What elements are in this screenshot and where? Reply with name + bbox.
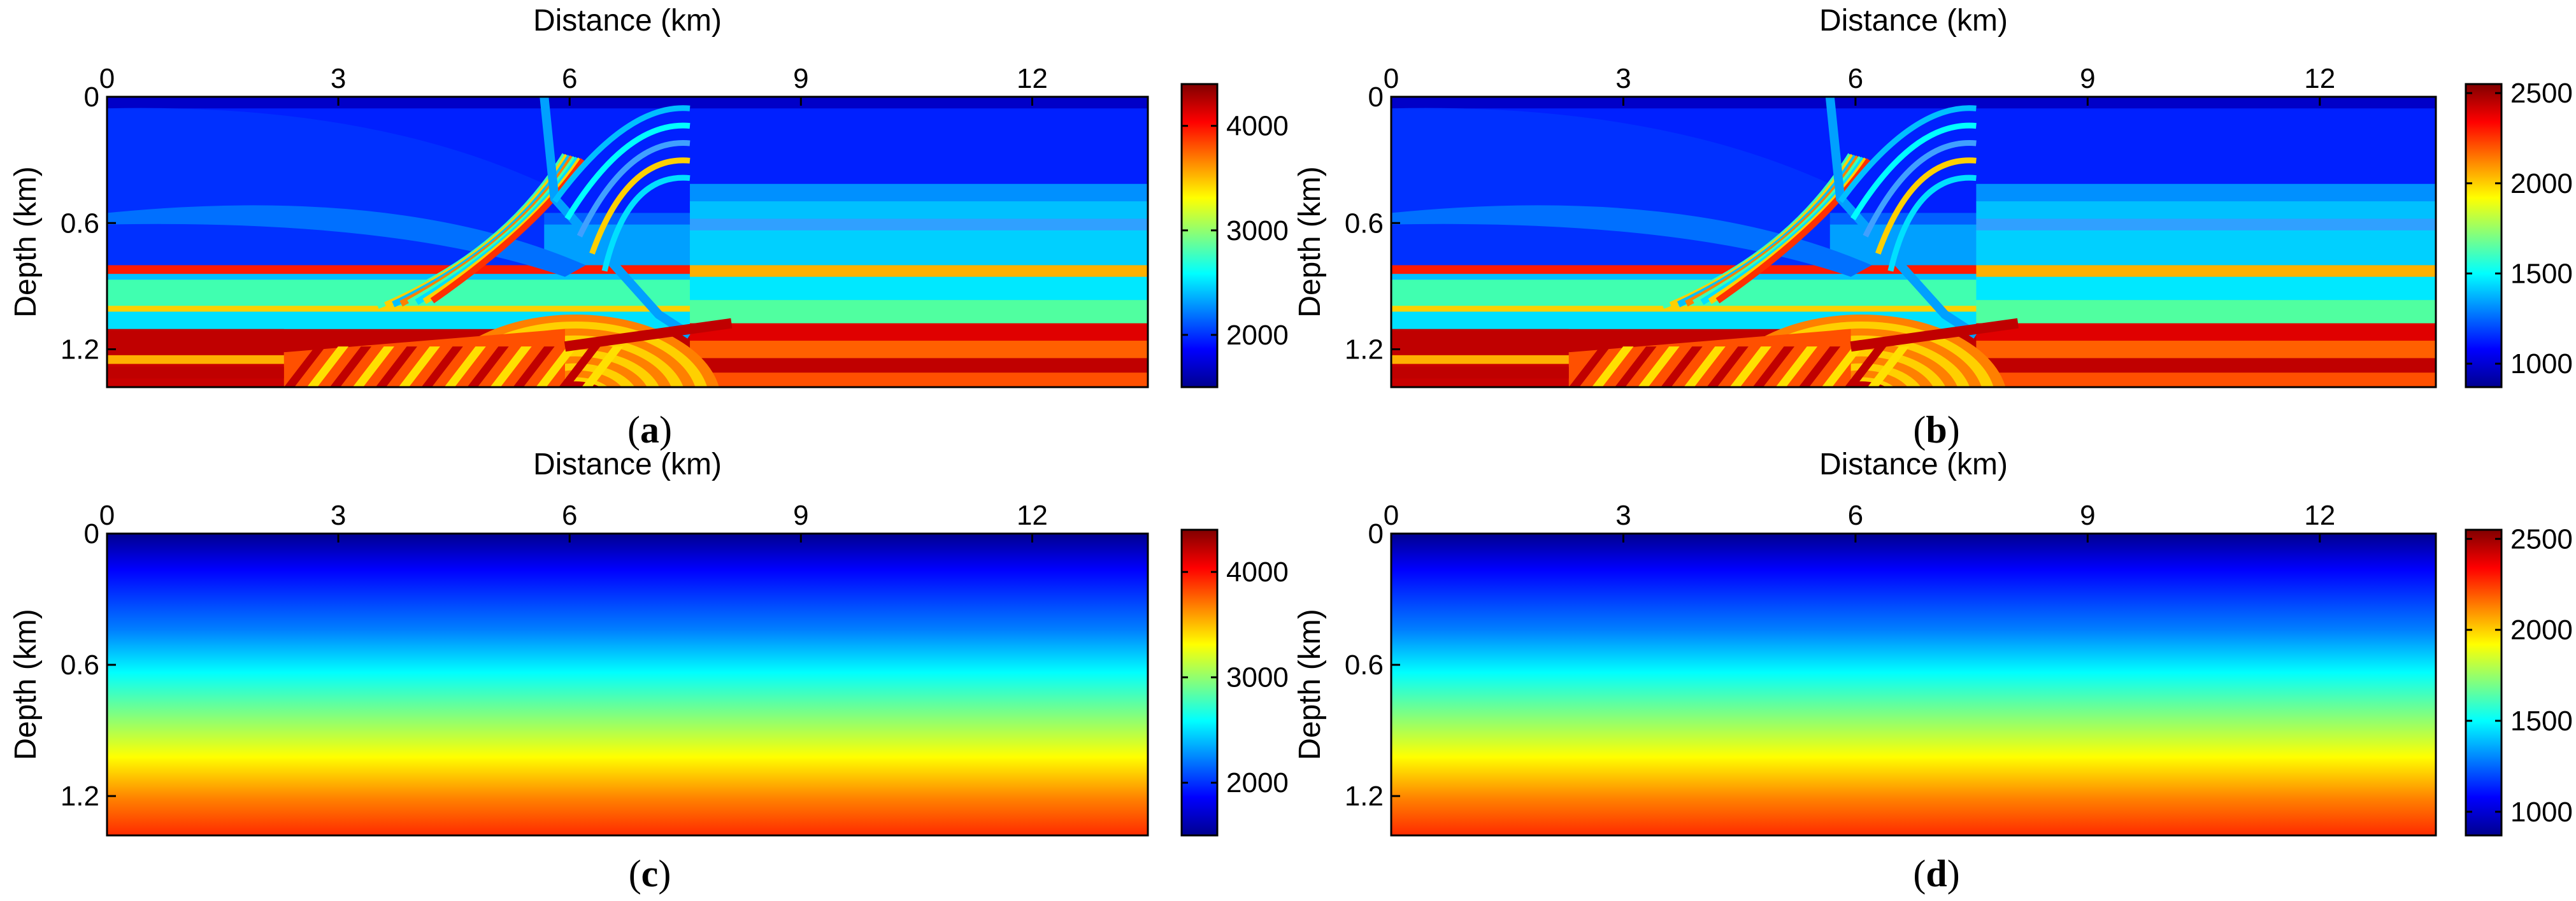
colorbar-tick-label: 2000	[1226, 320, 1289, 351]
x-tick-label: 0	[1384, 63, 1399, 94]
colorbar-tick-label: 2000	[2510, 168, 2573, 199]
x-tick-label: 0	[99, 500, 115, 531]
plot-frame	[106, 532, 1149, 837]
x-tick-label: 12	[2304, 63, 2335, 94]
colorbar-tick-label: 1000	[2510, 797, 2573, 828]
colorbar-tick-label: 2500	[2510, 523, 2573, 555]
x-tick-label: 3	[1615, 500, 1631, 531]
y-tick-label: 0.6	[1345, 208, 1384, 239]
colorbar-tick-label: 1500	[2510, 259, 2573, 290]
x-tick-label: 3	[331, 500, 346, 531]
x-axis-label: Distance (km)	[1819, 4, 2008, 38]
panel-label: (a)	[627, 409, 672, 451]
velocity-field	[1391, 534, 2436, 835]
colorbar-tick-label: 3000	[1226, 662, 1289, 693]
y-tick-label: 1.2	[61, 334, 99, 365]
x-axis-label: Distance (km)	[533, 448, 722, 481]
colorbar: 1000 1500 2000 2500	[2465, 523, 2573, 837]
y-tick-label: 0	[84, 518, 99, 550]
y-tick-label: 1.2	[1345, 781, 1384, 812]
y-axis-label: Depth (km)	[1293, 609, 1327, 760]
colorbar-gradient	[2465, 83, 2503, 388]
y-tick-label: 0	[84, 82, 99, 113]
colorbar-tick-label: 4000	[1226, 111, 1289, 142]
plot-frame	[1390, 96, 2437, 388]
panel-label: (b)	[1913, 409, 1959, 451]
velocity-field	[107, 534, 1148, 835]
x-tick-label: 12	[2304, 500, 2335, 531]
colorbar-tick-label: 2000	[2510, 614, 2573, 646]
colorbar: 2000 3000 4000	[1180, 83, 1289, 388]
x-tick-label: 6	[1848, 500, 1863, 531]
colorbar: 1000 1500 2000 2500	[2465, 78, 2573, 388]
panel-label: (d)	[1913, 853, 1959, 895]
panel-d: 0 3 6 9 12 0 0.6 1.2 Distance (km) Depth (km) (d) 1…	[1293, 448, 2573, 895]
colorbar-tick-label: 4000	[1226, 557, 1289, 588]
x-axis-label: Distance (km)	[533, 4, 722, 38]
colorbar-tick-label: 2000	[1226, 767, 1289, 798]
panel-b: 0 3 6 9 12 0 0.6 1.2 Distance (km) Depth (km) (b) 1…	[1293, 4, 2573, 451]
x-tick-label: 9	[2080, 500, 2095, 531]
x-tick-label: 9	[2080, 63, 2095, 94]
y-tick-label: 0.6	[1345, 649, 1384, 681]
x-tick-label: 9	[793, 500, 808, 531]
y-tick-label: 0.6	[61, 208, 99, 239]
colorbar-gradient	[2465, 529, 2503, 837]
x-tick-label: 6	[562, 500, 577, 531]
x-tick-label: 3	[1615, 63, 1631, 94]
colorbar-tick-label: 1500	[2510, 706, 2573, 737]
colorbar-tick-label: 2500	[2510, 78, 2573, 109]
colorbar-gradient	[1180, 83, 1219, 388]
x-tick-label: 12	[1017, 63, 1048, 94]
colorbar-tick-label: 1000	[2510, 348, 2573, 380]
panel-c: 0 3 6 9 12 0 0.6 1.2 Distance (km) Depth (km) (c) 2…	[9, 448, 1289, 895]
y-tick-label: 0.6	[61, 649, 99, 681]
x-tick-label: 6	[1848, 63, 1863, 94]
panel-label: (c)	[629, 853, 671, 895]
y-tick-label: 0	[1368, 82, 1384, 113]
y-tick-label: 1.2	[61, 781, 99, 812]
colorbar-tick-label: 3000	[1226, 215, 1289, 246]
y-tick-label: 1.2	[1345, 334, 1384, 365]
y-axis-label: Depth (km)	[1293, 166, 1327, 317]
x-tick-label: 3	[331, 63, 346, 94]
x-tick-label: 0	[1384, 500, 1399, 531]
x-tick-label: 6	[562, 63, 577, 94]
colorbar-gradient	[1180, 529, 1219, 837]
y-axis-label: Depth (km)	[9, 166, 43, 317]
x-tick-label: 9	[793, 63, 808, 94]
x-axis-label: Distance (km)	[1819, 448, 2008, 481]
plot-frame	[106, 96, 1149, 388]
colorbar: 2000 3000 4000	[1180, 529, 1289, 837]
panel-a: 0 3 6 9 12 0 0.6 1.2 Distance (km) Depth (km) (a) 2…	[9, 4, 1289, 451]
plot-frame	[1390, 532, 2437, 837]
x-tick-label: 12	[1017, 500, 1048, 531]
y-tick-label: 0	[1368, 518, 1384, 550]
x-tick-label: 0	[99, 63, 115, 94]
y-axis-label: Depth (km)	[9, 609, 43, 760]
